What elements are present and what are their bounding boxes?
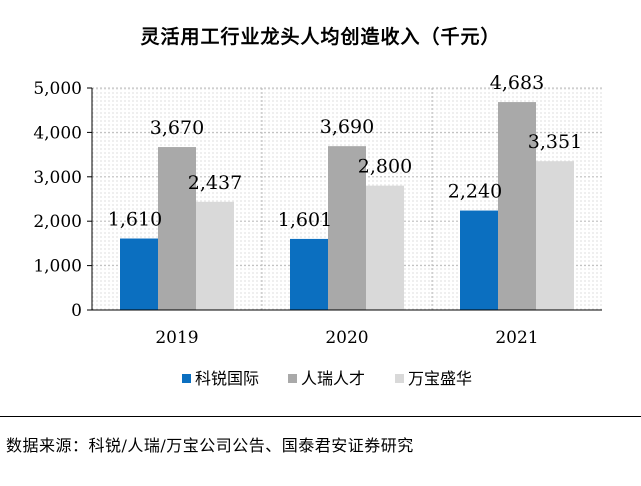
source-note: 数据来源：科锐/人瑞/万宝公司公告、国泰君安证券研究 (6, 436, 414, 455)
x-tick-label: 2021 (495, 328, 538, 348)
x-tick-label: 2020 (325, 328, 368, 348)
y-tick-label: 5,000 (33, 79, 82, 99)
y-tick-label: 3,000 (33, 168, 82, 188)
bar (460, 210, 498, 310)
data-label: 3,690 (320, 116, 374, 138)
data-label: 2,800 (358, 156, 412, 178)
bar-chart: 1,610 3,670 2,437 1,601 3,690 2,800 2,240 4,683… (33, 72, 602, 388)
data-label: 2,437 (188, 172, 242, 194)
bar (158, 147, 196, 310)
data-label: 4,683 (490, 72, 544, 94)
bar (196, 201, 234, 310)
bar (328, 146, 366, 310)
data-label: 1,601 (278, 209, 332, 231)
y-tick-label: 0 (71, 301, 82, 321)
bar (120, 238, 158, 310)
data-label: 3,351 (528, 131, 582, 153)
bar (536, 161, 574, 310)
y-tick-label: 4,000 (33, 123, 82, 143)
legend-swatch (395, 374, 404, 383)
legend-label: 科锐国际 (195, 369, 259, 388)
data-label: 1,610 (108, 209, 162, 231)
bar (366, 185, 404, 310)
legend-swatch (288, 374, 297, 383)
legend-label: 万宝盛华 (408, 369, 472, 388)
legend-label: 人瑞人才 (301, 369, 365, 388)
y-tick-label: 1,000 (33, 257, 82, 277)
legend-swatch (182, 374, 191, 383)
source-divider (0, 416, 641, 417)
data-label: 3,670 (150, 117, 204, 139)
y-tick-label: 2,000 (33, 212, 82, 232)
data-label: 2,240 (448, 181, 502, 203)
chart-title: 灵活用工行业龙头人均创造收入（千元） (140, 26, 501, 48)
bar (498, 102, 536, 310)
x-tick-label: 2019 (155, 328, 198, 348)
bar (290, 238, 328, 310)
